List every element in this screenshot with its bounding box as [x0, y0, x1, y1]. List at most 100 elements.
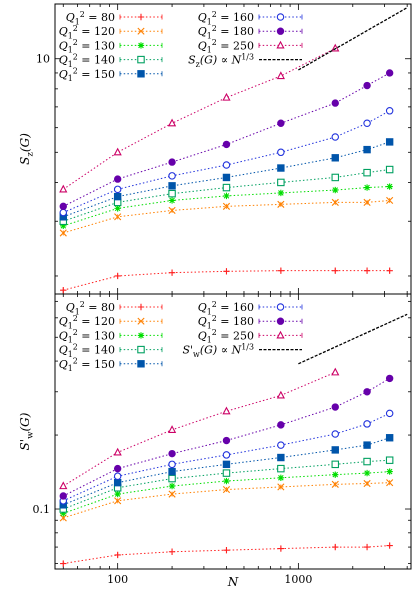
data-point	[331, 43, 340, 52]
data-point	[276, 390, 285, 399]
data-point	[277, 164, 285, 172]
data-point	[223, 268, 230, 275]
data-point	[168, 449, 176, 458]
data-point	[222, 140, 231, 149]
series-1	[60, 267, 393, 294]
data-point	[385, 434, 394, 442]
data-point	[60, 222, 67, 230]
data-point	[363, 184, 371, 191]
guide-legend-label: S'w(G) ∝ N1/3	[182, 342, 254, 358]
series-line	[62, 47, 336, 190]
series-line	[63, 545, 390, 565]
data-point	[363, 420, 371, 428]
data-point	[168, 206, 176, 215]
series-3	[60, 468, 393, 517]
data-point	[167, 118, 177, 127]
data-point	[331, 173, 340, 182]
legend-label: Q12 = 150	[59, 67, 115, 83]
data-point	[363, 469, 371, 477]
data-point	[222, 92, 231, 101]
series-line	[63, 72, 390, 207]
data-point	[385, 69, 394, 77]
data-point	[113, 447, 122, 456]
data-point	[222, 202, 231, 210]
data-point	[113, 464, 122, 473]
data-point	[60, 286, 67, 294]
data-point	[167, 425, 177, 433]
data-point	[386, 468, 393, 475]
data-point	[59, 492, 67, 500]
data-point	[114, 272, 121, 280]
legend-label: Q12 = 180	[198, 314, 254, 330]
legend-marker	[137, 345, 145, 354]
data-point	[168, 548, 176, 555]
data-point	[331, 403, 339, 411]
series-1	[60, 542, 393, 567]
data-point	[277, 189, 285, 197]
legend-label: Q12 = 120	[59, 314, 115, 330]
data-point	[331, 480, 339, 488]
series-8	[59, 367, 340, 490]
data-point	[331, 198, 339, 206]
data-point	[168, 189, 176, 198]
y-tick-label: 0.1	[33, 503, 51, 516]
data-point	[277, 178, 285, 187]
data-point	[386, 542, 393, 549]
legend-marker	[137, 42, 145, 49]
data-point	[277, 483, 285, 491]
data-point	[331, 430, 340, 438]
data-point	[331, 99, 339, 107]
data-point	[59, 208, 68, 217]
data-point	[277, 200, 285, 208]
data-point	[59, 184, 68, 193]
data-point	[363, 388, 371, 396]
series-line	[63, 110, 390, 213]
series-line	[63, 141, 390, 218]
legend-label: Q12 = 130	[59, 38, 115, 54]
legend-marker	[137, 27, 145, 35]
data-point	[277, 267, 285, 274]
data-point	[168, 269, 176, 276]
data-point	[331, 460, 340, 469]
data-point	[277, 148, 285, 157]
legend-label: Q12 = 120	[59, 24, 115, 40]
data-point	[168, 182, 176, 190]
legend-marker	[137, 70, 145, 78]
data-point	[363, 198, 371, 206]
data-point	[168, 490, 176, 498]
legend-marker	[137, 55, 145, 64]
data-point	[168, 172, 176, 180]
series-2	[59, 479, 394, 522]
data-point	[113, 175, 122, 183]
series-3	[60, 183, 393, 230]
guide-line	[298, 313, 408, 365]
legend-marker	[137, 332, 145, 339]
y-axis-label: S'w(G)	[18, 412, 36, 450]
data-point	[363, 119, 371, 128]
x-axis-label: N	[227, 575, 239, 588]
data-point	[277, 453, 285, 462]
data-point	[222, 173, 231, 182]
data-point	[113, 478, 122, 487]
data-point	[276, 71, 285, 80]
series-7	[59, 69, 394, 211]
data-point	[60, 560, 67, 567]
data-point	[168, 467, 176, 476]
legend-marker	[137, 360, 145, 368]
data-point	[114, 205, 121, 212]
data-point	[222, 460, 231, 469]
data-point	[114, 551, 121, 559]
data-point	[331, 367, 340, 376]
legend-marker	[276, 330, 285, 339]
data-point	[363, 457, 371, 466]
data-point	[277, 545, 285, 552]
data-point	[113, 147, 122, 156]
x-tick-label: 1000	[284, 573, 312, 586]
series-6	[59, 107, 394, 217]
data-point	[168, 197, 176, 204]
legend-marker	[137, 303, 145, 311]
